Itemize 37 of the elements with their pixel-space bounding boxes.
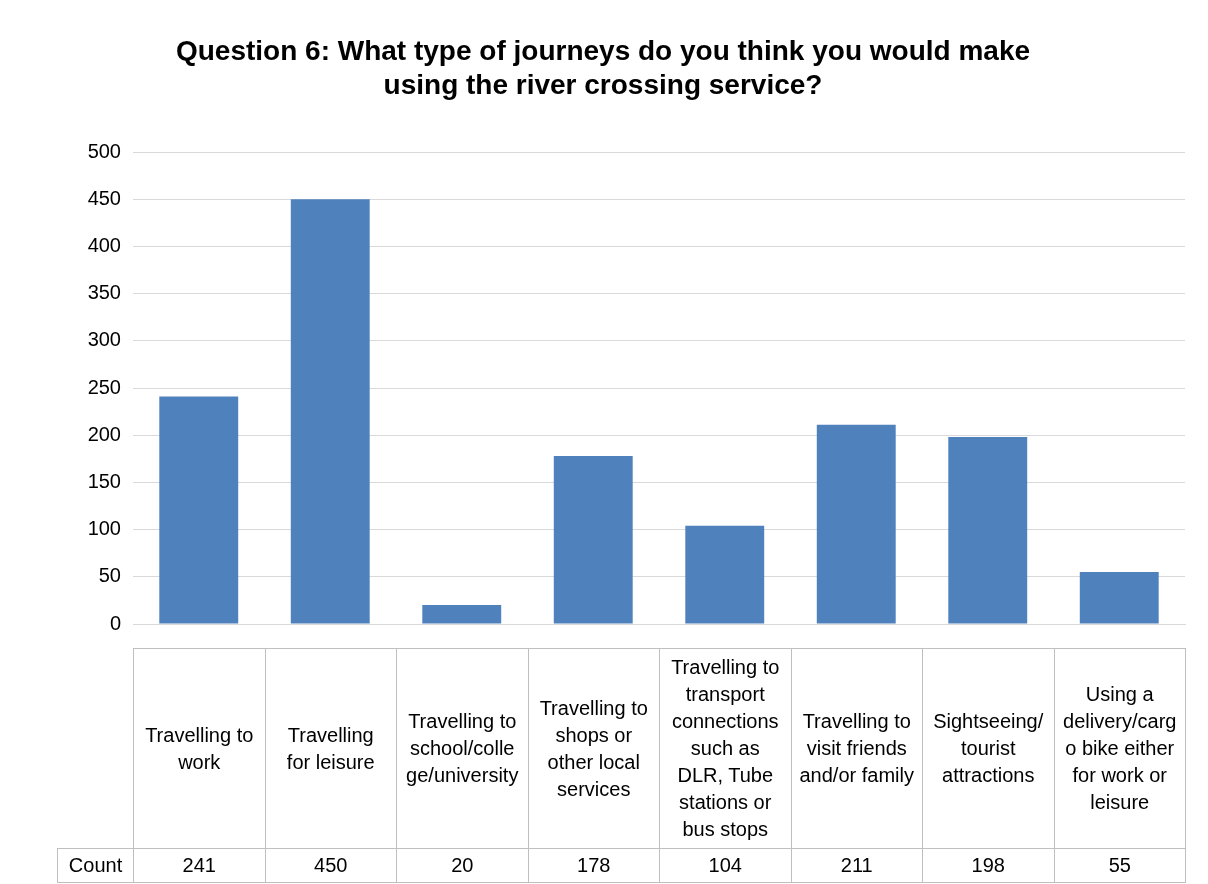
y-tick-label: 200 bbox=[87, 422, 121, 445]
data-label: 241 bbox=[133, 848, 265, 883]
data-label: 178 bbox=[528, 848, 660, 883]
y-tick-label: 400 bbox=[87, 233, 121, 256]
y-tick-label: 450 bbox=[87, 186, 121, 209]
x-tick-label: Using a delivery/cargo bike either for work or leisure bbox=[1054, 648, 1186, 849]
x-tick-label: Travelling to visit friends and/or family bbox=[791, 648, 923, 849]
y-tick-label: 300 bbox=[87, 328, 121, 351]
data-label: 198 bbox=[922, 848, 1054, 883]
text: Count bbox=[57, 848, 134, 883]
x-tick-label: Travelling for leisure bbox=[265, 648, 397, 849]
x-tick-label: Travelling to shops or other local services bbox=[528, 648, 660, 849]
data-label: 55 bbox=[1054, 848, 1186, 883]
y-tick-label: 50 bbox=[98, 564, 121, 587]
bar bbox=[1079, 572, 1159, 624]
x-tick-label: Travelling to school/college/university bbox=[396, 648, 528, 849]
data-label: 104 bbox=[659, 848, 791, 883]
bar bbox=[685, 525, 765, 624]
y-tick-label: 100 bbox=[87, 517, 121, 540]
bar bbox=[948, 437, 1028, 624]
bar bbox=[553, 455, 633, 624]
y-tick-label: 350 bbox=[87, 281, 121, 304]
data-label: 450 bbox=[265, 848, 397, 883]
y-tick-label: 150 bbox=[87, 469, 121, 492]
bar bbox=[422, 605, 502, 624]
data-label: 211 bbox=[791, 848, 923, 883]
x-tick-label: Travelling to work bbox=[133, 648, 265, 849]
y-tick-label: 0 bbox=[109, 611, 121, 634]
chart-title: Question 6: What type of journeys do you think you would make using the river crossing service? bbox=[174, 34, 1032, 102]
x-tick-label: Sightseeing/tourist attractions bbox=[922, 648, 1054, 849]
x-tick-label: Travelling to transport connections such as DLR, Tube stations or bus stops bbox=[659, 648, 791, 849]
bar bbox=[816, 424, 896, 624]
y-tick-label: 250 bbox=[87, 375, 121, 398]
y-tick-label: 500 bbox=[87, 139, 121, 162]
data-label: 20 bbox=[396, 848, 528, 883]
bar bbox=[290, 199, 370, 624]
bar bbox=[159, 396, 239, 624]
